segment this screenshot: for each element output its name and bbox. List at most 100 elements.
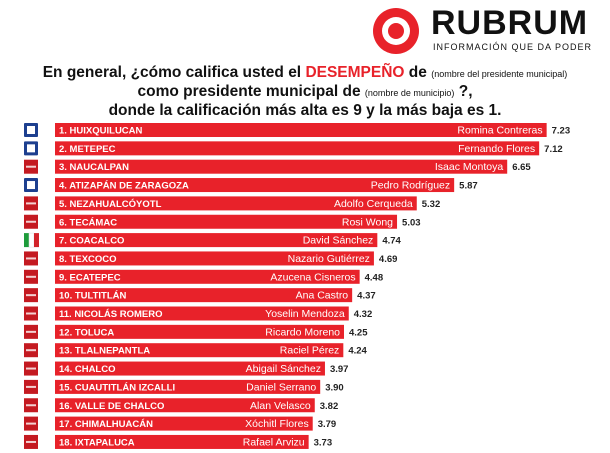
category-label: 16. VALLE DE CHALCO	[59, 401, 164, 412]
morena-logo-mark	[26, 312, 36, 315]
morena-logo-mark	[26, 275, 36, 278]
value-label: 6.65	[512, 162, 531, 173]
value-label: 4.32	[354, 309, 373, 320]
official-name-label: Azucena Cisneros	[270, 271, 355, 283]
morena-logo-mark	[26, 404, 36, 407]
category-label: 1. HUIXQUILUCAN	[59, 126, 143, 137]
bar	[55, 196, 417, 211]
survey-question: En general, ¿cómo califica usted el DESE…	[0, 64, 610, 120]
value-label: 3.82	[320, 401, 339, 412]
value-label: 4.48	[365, 272, 384, 283]
category-label: 17. CHIMALHUACÁN	[59, 419, 153, 430]
morena-logo-mark	[26, 330, 36, 333]
category-label: 11. NICOLÁS ROMERO	[59, 309, 162, 320]
pan-logo-inner	[27, 144, 35, 153]
bar	[55, 416, 313, 431]
bar	[55, 178, 455, 193]
official-name-label: Alan Velasco	[250, 400, 311, 412]
question-part2: de	[404, 64, 432, 81]
value-label: 4.37	[357, 291, 376, 302]
rubrum-logo: RUBRUM INFORMACIÓN QUE DA PODER	[371, 4, 607, 56]
question-part1: En general, ¿cómo califica usted el	[42, 64, 306, 81]
official-name-label: Fernando Flores	[458, 143, 535, 155]
bar	[55, 379, 321, 394]
brand-tagline: INFORMACIÓN QUE DA PODER	[433, 42, 593, 52]
bar	[55, 159, 508, 174]
official-name-label: Rafael Arvizu	[243, 436, 305, 448]
category-label: 14. CHALCO	[59, 364, 115, 375]
question-part5: donde la calificación más alta es 9 y la…	[108, 102, 502, 119]
category-label: 3. NAUCALPAN	[59, 162, 129, 173]
official-name-label: Isaac Montoya	[435, 161, 503, 173]
official-name-label: Nazario Gutiérrez	[288, 253, 370, 265]
value-label: 4.74	[382, 236, 401, 247]
value-label: 3.73	[314, 437, 333, 448]
official-name-label: Abigail Sánchez	[246, 363, 321, 375]
official-name-label: Ricardo Moreno	[265, 326, 340, 338]
official-name-label: Daniel Serrano	[246, 381, 316, 393]
morena-logo-mark	[26, 349, 36, 352]
bar	[55, 398, 315, 413]
morena-logo-mark	[26, 220, 36, 223]
bar	[55, 251, 374, 266]
value-label: 4.24	[348, 346, 367, 357]
category-label: 9. ECATEPEC	[59, 272, 121, 283]
official-name-label: Pedro Rodríguez	[371, 180, 450, 192]
brand-name: RUBRUM	[431, 4, 589, 42]
value-label: 5.87	[459, 181, 478, 192]
question-note1: (nombre del presidente municipal)	[431, 69, 568, 79]
category-label: 4. ATIZAPÁN DE ZARAGOZA	[59, 181, 189, 192]
morena-logo-mark	[26, 367, 36, 370]
bar	[55, 361, 325, 376]
value-label: 4.69	[379, 254, 398, 265]
category-label: 2. METEPEC	[59, 144, 116, 155]
bar	[55, 233, 378, 248]
official-name-label: Xóchitl Flores	[245, 418, 309, 430]
official-name-label: Ana Castro	[296, 290, 349, 302]
value-label: 4.25	[349, 327, 368, 338]
official-name-label: Adolfo Cerqueda	[334, 198, 413, 210]
category-label: 6. TECÁMAC	[59, 217, 117, 228]
value-label: 7.23	[552, 126, 571, 137]
morena-logo-mark	[26, 294, 36, 297]
bar	[55, 123, 547, 137]
official-name-label: David Sánchez	[303, 235, 374, 247]
category-label: 13. TLALNEPANTLA	[59, 346, 150, 357]
bar	[55, 269, 360, 284]
category-label: 5. NEZAHUALCÓYOTL	[59, 198, 162, 210]
category-label: 8. TEXCOCO	[59, 254, 117, 265]
category-label: 7. COACALCO	[59, 236, 124, 247]
bar	[55, 343, 344, 358]
category-label: 12. TOLUCA	[59, 327, 114, 338]
value-label: 5.32	[422, 199, 441, 210]
morena-logo-mark	[26, 440, 36, 443]
official-name-label: Rosi Wong	[342, 216, 393, 228]
morena-logo-mark	[26, 202, 36, 205]
value-label: 5.03	[402, 217, 421, 228]
value-label: 3.97	[330, 364, 349, 375]
bar	[55, 288, 353, 303]
question-highlight: DESEMPEÑO	[305, 64, 405, 81]
official-name-label: Romina Contreras	[457, 125, 542, 137]
bar	[55, 306, 349, 321]
question-part3: como presidente municipal de	[137, 83, 365, 100]
pri-logo-green	[24, 233, 29, 248]
morena-logo-mark	[26, 257, 36, 260]
morena-logo-mark	[26, 165, 36, 168]
official-name-label: Yoselin Mendoza	[265, 308, 345, 320]
ratings-bar-chart: 1. HUIXQUILUCAN Romina Contreras 7.23 2. ME…	[24, 123, 571, 449]
value-label: 3.90	[325, 382, 344, 393]
morena-logo-mark	[26, 385, 36, 388]
pan-logo-inner	[27, 126, 35, 134]
value-label: 7.12	[544, 144, 563, 155]
category-label: 10. TULTITLÁN	[59, 291, 127, 302]
category-label: 18. IXTAPALUCA	[59, 437, 135, 448]
question-note2: (nombre de municipio)	[364, 88, 455, 98]
bar	[55, 434, 309, 449]
bar	[55, 214, 398, 229]
pri-logo-white	[28, 232, 35, 248]
value-label: 3.79	[318, 419, 337, 430]
pan-logo-inner	[27, 181, 35, 190]
target-logo-icon	[373, 8, 419, 54]
morena-logo-mark	[26, 422, 36, 425]
